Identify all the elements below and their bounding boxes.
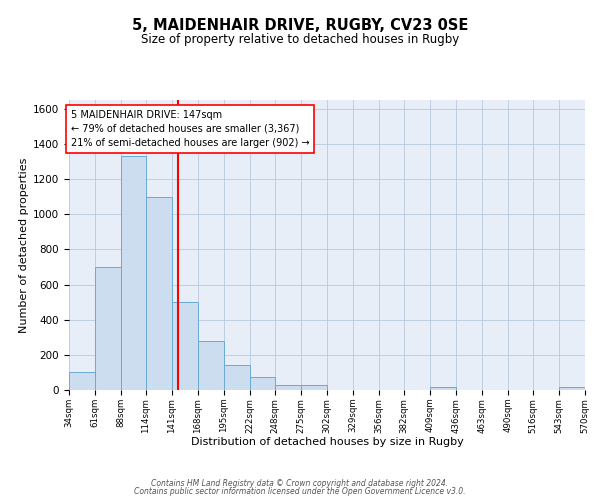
Bar [172, 302, 198, 390]
Text: Contains public sector information licensed under the Open Government Licence v3: Contains public sector information licen… [134, 487, 466, 496]
Bar [301, 384, 327, 390]
Bar [121, 156, 146, 390]
Bar [224, 366, 250, 390]
Bar [275, 384, 301, 390]
Text: 5, MAIDENHAIR DRIVE, RUGBY, CV23 0SE: 5, MAIDENHAIR DRIVE, RUGBY, CV23 0SE [132, 18, 468, 32]
Y-axis label: Number of detached properties: Number of detached properties [19, 158, 29, 332]
Bar [559, 388, 585, 390]
Text: Contains HM Land Registry data © Crown copyright and database right 2024.: Contains HM Land Registry data © Crown c… [151, 478, 449, 488]
X-axis label: Distribution of detached houses by size in Rugby: Distribution of detached houses by size … [191, 436, 463, 446]
Bar [250, 377, 275, 390]
Bar [430, 388, 456, 390]
Bar [146, 196, 172, 390]
Text: Size of property relative to detached houses in Rugby: Size of property relative to detached ho… [141, 32, 459, 46]
Text: 5 MAIDENHAIR DRIVE: 147sqm
← 79% of detached houses are smaller (3,367)
21% of s: 5 MAIDENHAIR DRIVE: 147sqm ← 79% of deta… [71, 110, 310, 148]
Bar [95, 267, 121, 390]
Bar [198, 341, 224, 390]
Bar [69, 372, 95, 390]
